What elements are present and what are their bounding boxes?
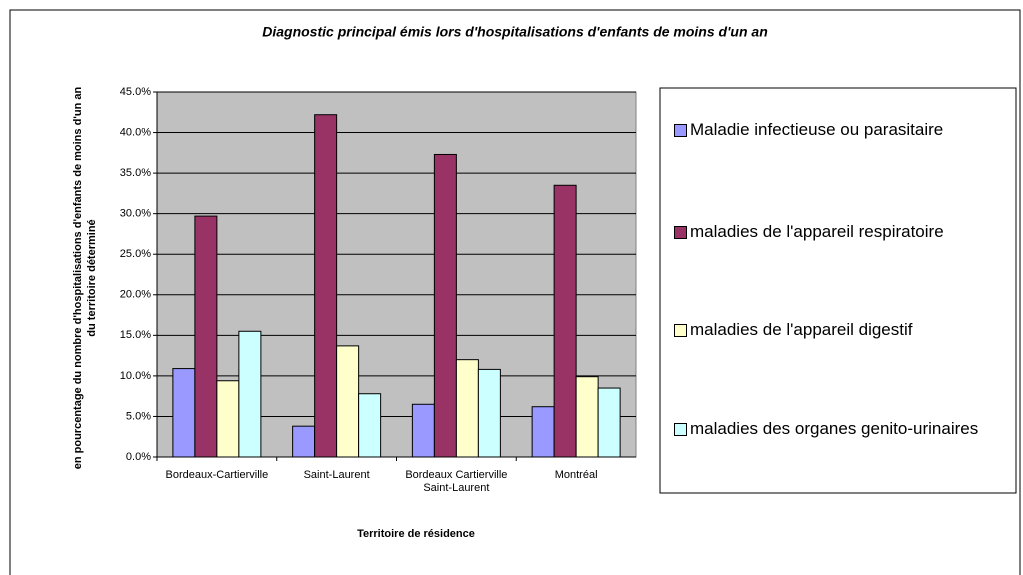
- bar: [194, 215, 218, 458]
- y-tick-label: 5.0%: [126, 410, 151, 422]
- bar: [433, 153, 457, 458]
- bar: [238, 330, 262, 458]
- legend-entry: Maladie infectieuse ou parasitaire: [674, 119, 994, 140]
- legend-label: Maladie infectieuse ou parasitaire: [690, 120, 944, 139]
- legend-label: maladies des organes genito-urinaires: [690, 419, 979, 438]
- bar: [172, 368, 196, 458]
- chart-frame: [9, 9, 1021, 575]
- legend-label: maladies de l'appareil digestif: [690, 320, 913, 339]
- bar: [216, 380, 240, 458]
- legend-entry: maladies de l'appareil digestif: [674, 319, 994, 340]
- bar: [336, 345, 360, 458]
- y-axis-title: en pourcentage du nombre d'hospitalisati…: [72, 86, 98, 470]
- y-tick-label: 10.0%: [120, 370, 151, 382]
- x-tick-label: Saint-Laurent: [303, 469, 370, 481]
- x-tick-label: Montréal: [554, 469, 598, 481]
- bar: [455, 359, 479, 458]
- y-tick-label: 30.0%: [120, 208, 151, 220]
- bar: [575, 376, 599, 458]
- x-axis-title: Territoire de résidence: [357, 528, 475, 540]
- bar: [553, 184, 577, 458]
- legend-swatch: [674, 226, 687, 239]
- y-tick-label: 45.0%: [120, 86, 151, 98]
- bar: [292, 425, 316, 458]
- bar: [314, 114, 338, 458]
- legend-swatch: [674, 423, 687, 436]
- legend-entry: maladies de l'appareil respiratoire: [674, 221, 994, 242]
- legend-box: [659, 87, 1017, 494]
- y-tick-label: 0.0%: [126, 451, 151, 463]
- y-tick-label: 25.0%: [120, 248, 151, 260]
- y-tick-label: 20.0%: [120, 289, 151, 301]
- legend-swatch: [674, 124, 687, 137]
- x-tick-label: Bordeaux-Cartierville: [165, 469, 269, 481]
- bar: [531, 406, 555, 458]
- bar: [597, 387, 621, 458]
- legend-label: maladies de l'appareil respiratoire: [690, 222, 944, 241]
- legend-swatch: [674, 324, 687, 337]
- chart-title: Diagnostic principal émis lors d'hospita…: [262, 24, 768, 40]
- y-tick-label: 40.0%: [120, 126, 151, 138]
- bar: [358, 393, 382, 458]
- legend-entry: maladies des organes genito-urinaires: [674, 418, 994, 439]
- y-tick-label: 35.0%: [120, 167, 151, 179]
- bar: [411, 403, 435, 458]
- y-tick-label: 15.0%: [120, 329, 151, 341]
- bar: [477, 368, 501, 458]
- x-tick-label: Bordeaux Cartierville Saint-Laurent: [405, 469, 508, 494]
